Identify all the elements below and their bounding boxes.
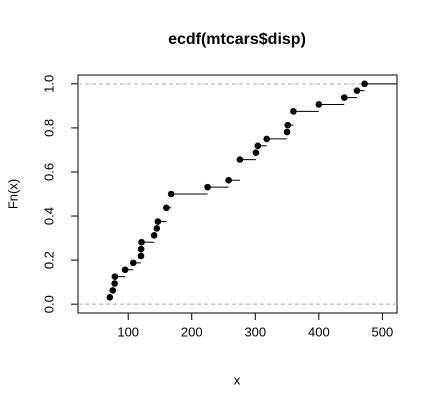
- point: [137, 245, 145, 253]
- point: [163, 204, 170, 212]
- point: [137, 252, 145, 260]
- point: [150, 232, 158, 239]
- point: [129, 259, 137, 267]
- y-tick-label: 0.8: [41, 119, 56, 137]
- point: [290, 108, 297, 115]
- point: [106, 293, 114, 301]
- point: [138, 238, 145, 246]
- y-tick-label: 0.0: [41, 295, 56, 313]
- point: [111, 273, 119, 280]
- point: [225, 176, 232, 184]
- point: [111, 280, 118, 287]
- x-tick-label: 500: [372, 324, 394, 339]
- point: [109, 287, 117, 294]
- y-tick-label: 1.0: [41, 75, 56, 93]
- point: [236, 156, 244, 163]
- point: [167, 190, 175, 198]
- point: [353, 87, 361, 95]
- chart-title: ecdf(mtcars$disp): [168, 31, 306, 48]
- y-tick-label: 0.6: [41, 163, 56, 181]
- point: [252, 149, 260, 156]
- point: [283, 128, 291, 136]
- point: [284, 121, 292, 129]
- x-tick-label: 300: [244, 324, 266, 339]
- point: [263, 135, 271, 143]
- y-axis-label: Fn(x): [5, 179, 20, 209]
- point: [254, 142, 262, 150]
- plot-frame: [77, 74, 398, 314]
- x-tick-label: 100: [117, 324, 139, 339]
- point: [315, 101, 323, 108]
- y-tick-label: 0.4: [41, 207, 56, 225]
- point: [153, 225, 161, 232]
- point: [154, 218, 162, 225]
- x-tick-label: 400: [308, 324, 330, 339]
- point: [121, 266, 129, 274]
- point: [361, 80, 368, 88]
- point: [340, 94, 348, 101]
- x-axis-label: x: [234, 372, 241, 387]
- point: [204, 183, 211, 191]
- y-tick-label: 0.2: [41, 251, 56, 269]
- x-tick-label: 200: [181, 324, 203, 339]
